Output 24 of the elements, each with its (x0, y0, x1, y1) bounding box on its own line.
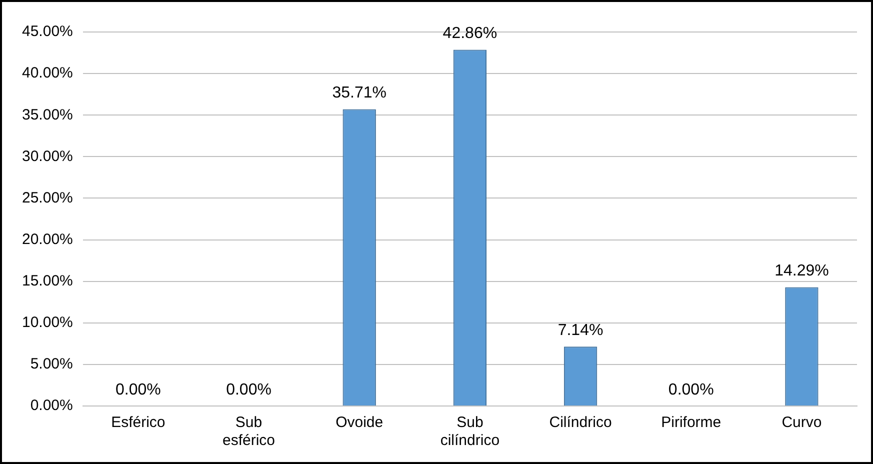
y-tick-label: 20.00% (22, 230, 73, 248)
x-tick-label: Piriforme (661, 414, 722, 432)
x-tick-label: Esférico (111, 414, 166, 432)
data-label: 42.86% (442, 25, 498, 42)
y-tick-label: 40.00% (22, 64, 73, 82)
y-tick-label: 0.00% (30, 397, 73, 414)
data-label: 0.00% (668, 381, 714, 398)
y-tick-label: 30.00% (22, 148, 73, 165)
x-tick-label: Curvo (782, 414, 822, 432)
x-tick-label: Sub cilíndrico (440, 414, 500, 450)
y-tick-label: 25.00% (22, 189, 73, 206)
y-tick-label: 35.00% (22, 106, 73, 124)
y-tick-label: 45.00% (22, 23, 73, 40)
data-label: 7.14% (558, 322, 604, 340)
y-tick-label: 15.00% (22, 272, 73, 290)
data-label: 35.71% (332, 84, 386, 102)
x-tick-label: Sub esférico (222, 414, 276, 450)
y-tick-label: 5.00% (30, 356, 73, 373)
data-label: 14.29% (774, 262, 829, 280)
data-label: 0.00% (226, 381, 272, 398)
y-tick-label: 10.00% (22, 314, 73, 332)
data-label: 0.00% (115, 381, 161, 398)
x-tick-label: Ovoide (336, 414, 384, 432)
x-tick-label: Cilíndrico (549, 414, 612, 432)
